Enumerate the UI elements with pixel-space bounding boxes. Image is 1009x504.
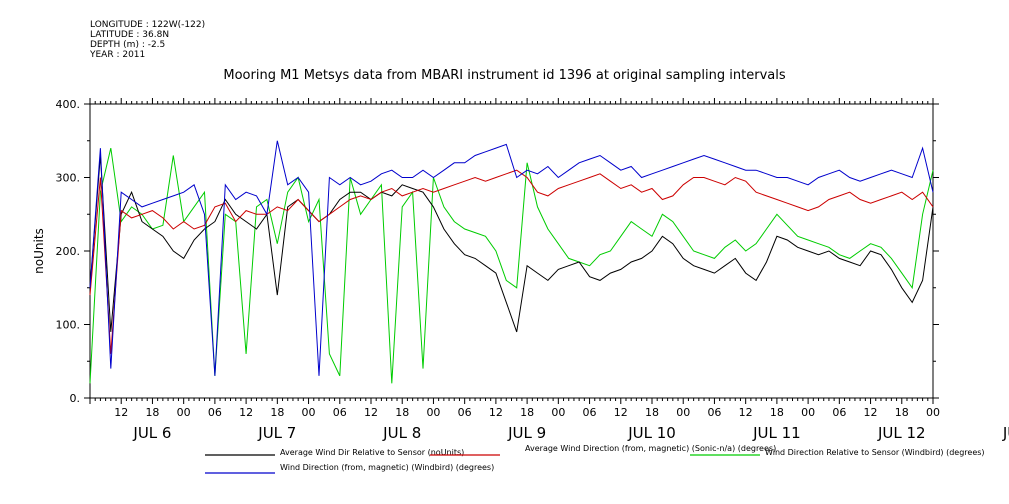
x-tick-label: 12 [489, 406, 503, 419]
x-tick-label: 18 [395, 406, 409, 419]
x-tick-label: 18 [770, 406, 784, 419]
y-tick-label: 0. [70, 392, 81, 405]
x-tick-label: 00 [177, 406, 191, 419]
y-tick-label: 400. [56, 98, 81, 111]
x-tick-label: 12 [739, 406, 753, 419]
x-tick-label: 00 [426, 406, 440, 419]
legend-label: Wind Direction Relative to Sensor (Windb… [765, 448, 985, 457]
x-tick-label: 18 [895, 406, 909, 419]
series-line-1 [89, 155, 934, 333]
x-day-label: JUL 12 [877, 424, 926, 442]
series-line-3 [89, 147, 934, 384]
year-label: YEAR : 2011 [90, 50, 146, 60]
x-tick-label: 18 [145, 406, 159, 419]
x-tick-label: 18 [645, 406, 659, 419]
x-tick-label: 06 [832, 406, 846, 419]
x-tick-label: 00 [676, 406, 690, 419]
metadata-block: LONGITUDE : 122W(-122) LATITUDE : 36.8N … [90, 20, 205, 60]
longitude-label: LONGITUDE : 122W(-122) [90, 20, 206, 30]
x-day-label: JUL 10 [627, 424, 676, 442]
legend-label: Average Wind Dir Relative to Sensor (noU… [280, 448, 464, 457]
x-tick-label: 12 [864, 406, 878, 419]
x-tick-label: 00 [302, 406, 316, 419]
x-tick-label: 18 [520, 406, 534, 419]
y-tick-label: 300. [56, 172, 81, 185]
x-tick-label: 12 [114, 406, 128, 419]
x-day-label: JUL 6 [132, 424, 171, 442]
x-tick-label: 00 [926, 406, 940, 419]
series-line-4 [89, 140, 934, 376]
x-tick-label: 06 [208, 406, 222, 419]
legend-label: Wind Direction (from, magnetic) (Windbir… [280, 463, 494, 472]
y-axis-label: noUnits [32, 228, 46, 274]
x-tick-label: 06 [333, 406, 347, 419]
x-day-label: JUL 11 [752, 424, 801, 442]
x-tick-label: 12 [364, 406, 378, 419]
y-tick-label: 200. [56, 245, 81, 258]
chart-title: Mooring M1 Metsys data from MBARI instru… [223, 68, 786, 83]
x-day-label: JUL 13 [1002, 424, 1009, 442]
x-day-label: JUL 9 [507, 424, 546, 442]
x-day-label: JUL 8 [382, 424, 421, 442]
x-tick-label: 12 [614, 406, 628, 419]
latitude-label: LATITUDE : 36.8N [90, 30, 170, 40]
depth-label: DEPTH (m) : -2.5 [90, 40, 166, 50]
legend-label: Average Wind Direction (from, magnetic) … [525, 444, 776, 453]
x-tick-label: 06 [458, 406, 472, 419]
x-tick-label: 12 [239, 406, 253, 419]
y-tick-label: 100. [56, 319, 81, 332]
x-tick-label: 06 [707, 406, 721, 419]
x-tick-label: 18 [270, 406, 284, 419]
x-tick-label: 00 [551, 406, 565, 419]
series-line-2 [89, 169, 934, 354]
x-day-label: JUL 7 [257, 424, 296, 442]
x-tick-label: 00 [801, 406, 815, 419]
x-tick-label: 06 [583, 406, 597, 419]
